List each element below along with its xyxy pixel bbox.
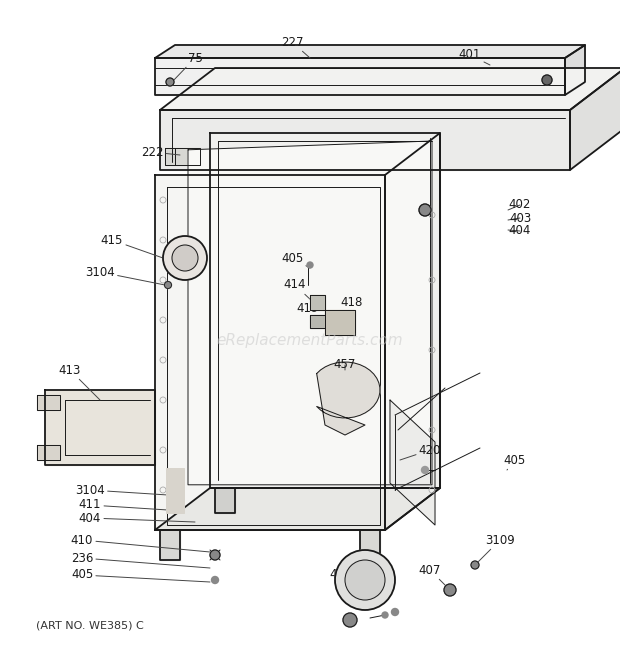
Circle shape xyxy=(343,613,357,627)
Circle shape xyxy=(335,550,395,610)
Text: 419: 419 xyxy=(297,301,319,321)
Circle shape xyxy=(307,262,313,268)
Polygon shape xyxy=(37,395,60,410)
Text: 402: 402 xyxy=(508,198,531,212)
Circle shape xyxy=(166,78,174,86)
Text: 413: 413 xyxy=(59,364,100,400)
Text: 3109: 3109 xyxy=(475,533,515,565)
Text: 420: 420 xyxy=(400,444,441,460)
Text: 410: 410 xyxy=(71,533,210,552)
Text: 401: 401 xyxy=(459,48,490,65)
Polygon shape xyxy=(310,295,325,310)
Text: 227: 227 xyxy=(281,36,310,58)
Circle shape xyxy=(419,204,431,216)
Polygon shape xyxy=(325,310,355,335)
Polygon shape xyxy=(45,390,155,465)
Text: 418: 418 xyxy=(340,295,363,322)
Bar xyxy=(166,468,184,513)
Polygon shape xyxy=(155,175,385,530)
Polygon shape xyxy=(317,362,380,435)
Circle shape xyxy=(172,245,198,271)
Circle shape xyxy=(164,282,172,288)
Text: 414: 414 xyxy=(284,278,313,302)
Circle shape xyxy=(211,576,218,584)
Text: 405: 405 xyxy=(504,453,526,470)
Circle shape xyxy=(471,561,479,569)
Text: (ART NO. WE385) C: (ART NO. WE385) C xyxy=(36,620,144,630)
Polygon shape xyxy=(360,530,380,560)
Polygon shape xyxy=(160,68,620,110)
Polygon shape xyxy=(37,445,60,460)
Text: eReplacementParts.com: eReplacementParts.com xyxy=(216,332,404,348)
Text: 408: 408 xyxy=(329,568,365,595)
Circle shape xyxy=(210,550,220,560)
Polygon shape xyxy=(215,488,235,513)
Text: 404: 404 xyxy=(79,512,195,524)
Text: 415: 415 xyxy=(101,233,163,258)
Text: 404: 404 xyxy=(508,225,531,237)
Circle shape xyxy=(382,612,388,618)
Circle shape xyxy=(345,560,385,600)
Polygon shape xyxy=(390,400,435,525)
Text: 3104: 3104 xyxy=(75,483,168,496)
Text: 407: 407 xyxy=(419,563,450,590)
Polygon shape xyxy=(210,133,440,488)
Text: 405: 405 xyxy=(71,568,210,582)
Polygon shape xyxy=(188,141,432,485)
Polygon shape xyxy=(155,58,565,95)
Polygon shape xyxy=(155,488,440,530)
Text: 411: 411 xyxy=(79,498,168,512)
Text: 457: 457 xyxy=(334,358,356,371)
Text: 405: 405 xyxy=(281,251,310,268)
Polygon shape xyxy=(160,110,570,170)
Circle shape xyxy=(422,467,428,473)
Text: 75: 75 xyxy=(172,52,203,82)
Circle shape xyxy=(444,584,456,596)
Circle shape xyxy=(391,609,399,615)
Polygon shape xyxy=(165,148,200,165)
Text: 236: 236 xyxy=(71,551,210,568)
Polygon shape xyxy=(160,530,180,560)
Polygon shape xyxy=(310,315,325,328)
Circle shape xyxy=(163,236,207,280)
Polygon shape xyxy=(385,133,440,530)
Circle shape xyxy=(542,75,552,85)
Polygon shape xyxy=(565,45,585,95)
Text: 3104: 3104 xyxy=(85,266,165,285)
Text: 222: 222 xyxy=(141,145,180,159)
Text: 403: 403 xyxy=(508,212,531,225)
Polygon shape xyxy=(570,68,620,170)
Polygon shape xyxy=(155,45,585,58)
